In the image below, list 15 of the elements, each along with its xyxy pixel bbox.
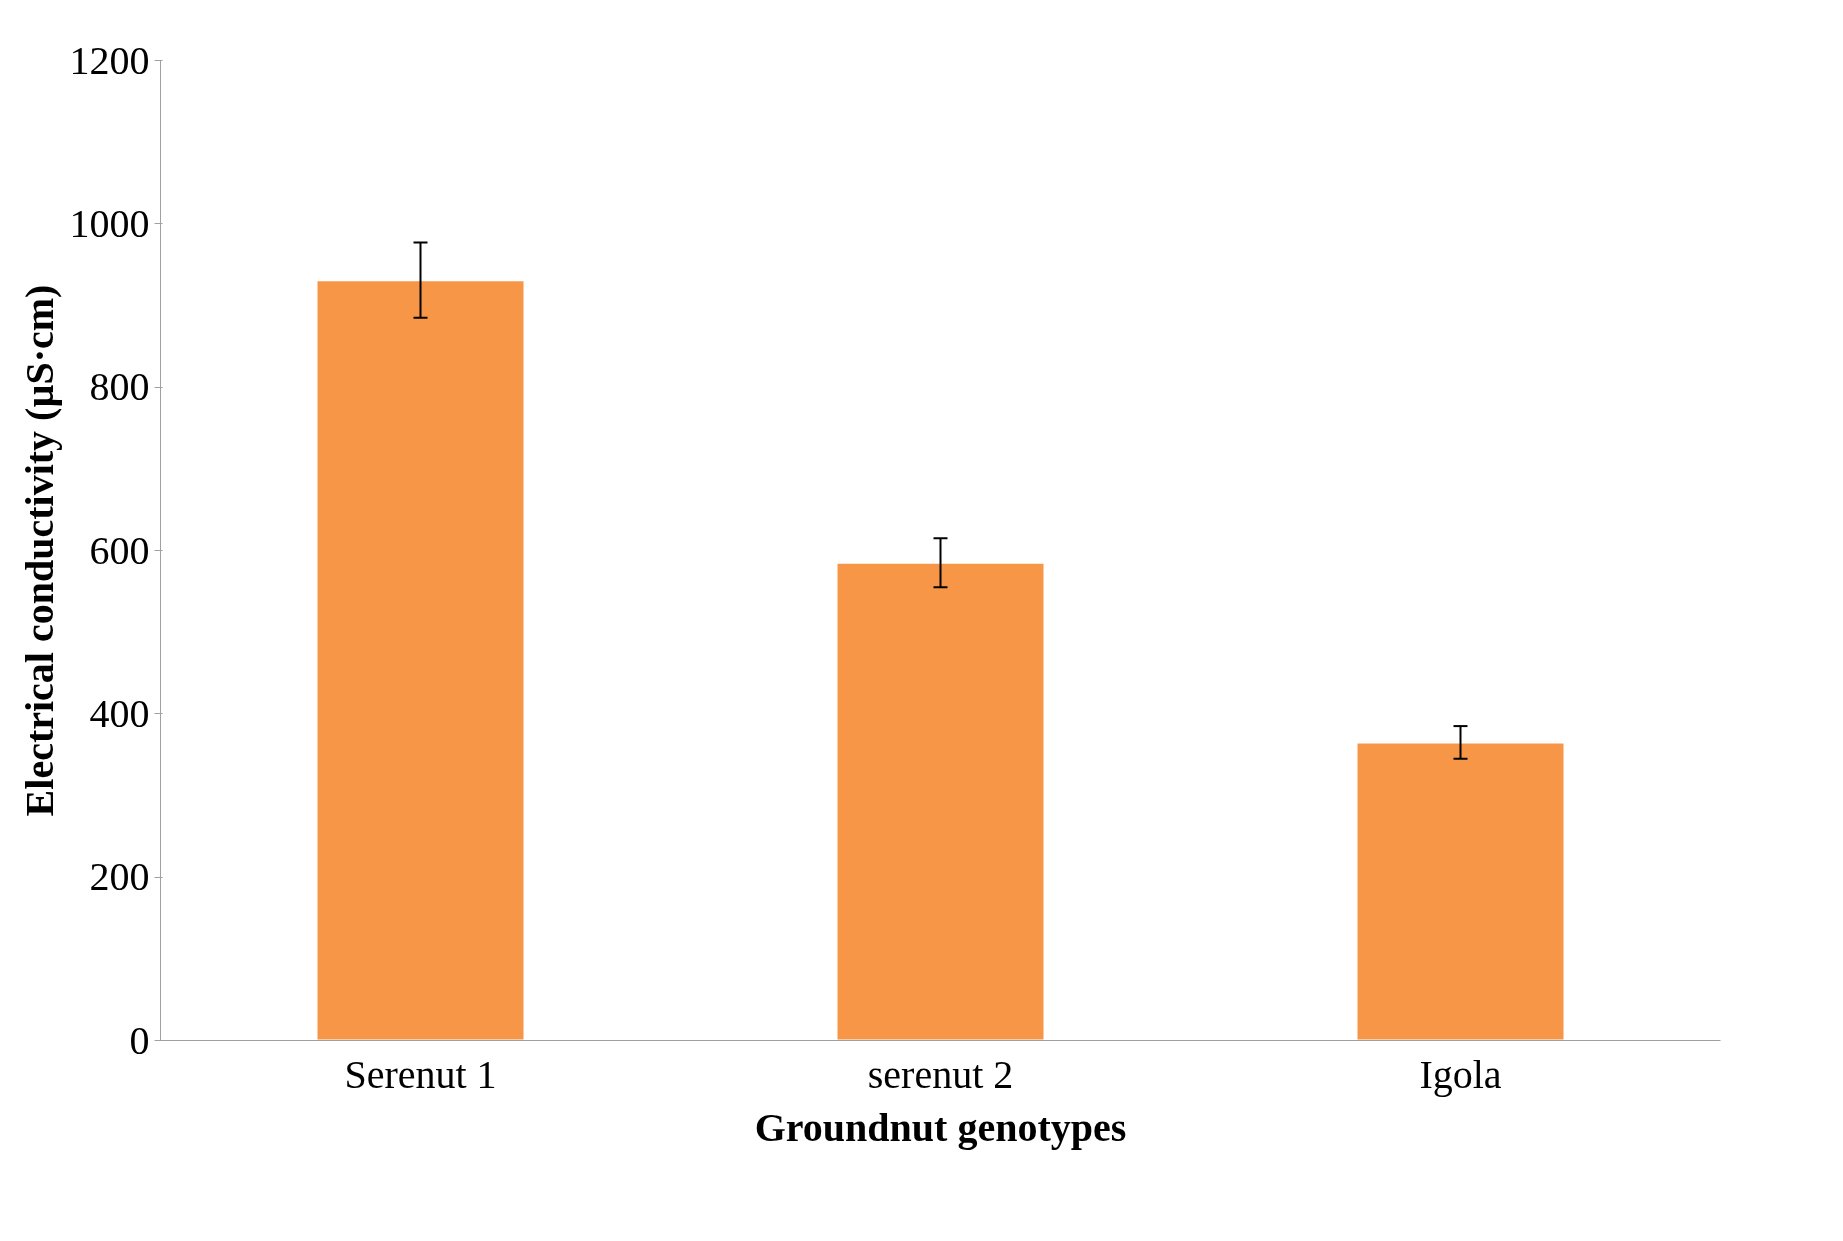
y-tick-label: 200 [89, 854, 150, 900]
x-axis-title: Groundnut genotypes [754, 1104, 1127, 1150]
y-tick-label: 0 [129, 1017, 150, 1063]
y-tick-label: 600 [89, 527, 150, 573]
x-tick-label: serenut 2 [867, 1051, 1014, 1097]
y-tick-label: 400 [89, 690, 150, 736]
y-tick-label: 1000 [69, 200, 150, 246]
bar [835, 561, 1046, 1041]
bar [1355, 741, 1566, 1041]
x-tick-label: Serenut 1 [344, 1051, 497, 1097]
y-tick-label: 1200 [69, 37, 150, 83]
bar [315, 279, 526, 1041]
y-tick-label: 800 [89, 364, 150, 410]
y-axis-title: Electrical conductivity (µS·cm) [16, 284, 62, 817]
x-tick-label: Igola [1419, 1051, 1502, 1097]
